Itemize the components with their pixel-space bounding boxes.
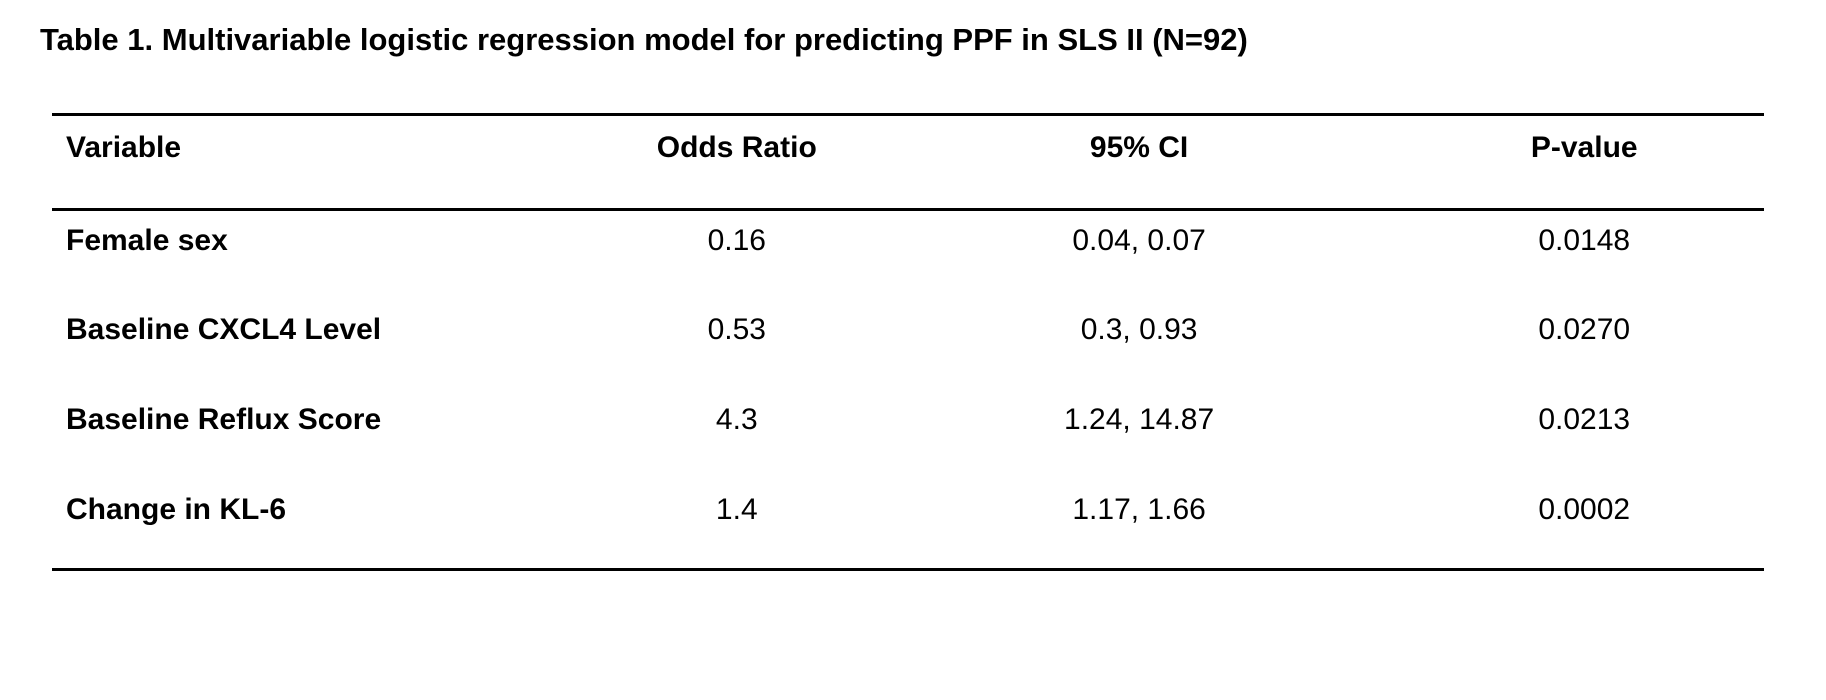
cell-95ci: 1.17, 1.66 xyxy=(873,479,1405,571)
cell-variable: Baseline CXCL4 Level xyxy=(66,312,382,346)
cell-p-value: 0.0213 xyxy=(1538,402,1631,436)
cell-odds-ratio: 4.3 xyxy=(715,402,758,436)
column-header-odds-ratio: Odds Ratio xyxy=(599,113,874,211)
cell-p-value: 0.0270 xyxy=(1538,312,1631,346)
regression-table: Variable Odds Ratio 95% CI P-value Femal… xyxy=(52,113,1764,571)
column-header-95ci: 95% CI xyxy=(873,113,1405,211)
cell-p-value: 0.0148 xyxy=(1538,224,1631,257)
cell-odds-ratio: 1.4 xyxy=(599,479,874,571)
table-caption: Table 1. Multivariable logistic regressi… xyxy=(40,22,1248,57)
cell-95ci: 0.3, 0.93 xyxy=(1080,312,1198,346)
table-row: Baseline Reflux Score 4.3 1.24, 14.87 0.… xyxy=(52,390,1764,480)
cell-odds-ratio: 0.16 xyxy=(707,224,766,257)
cell-95ci: 0.04, 0.07 xyxy=(1072,224,1206,257)
header-row: Variable Odds Ratio 95% CI P-value xyxy=(52,113,1764,211)
cell-p-value: 0.0002 xyxy=(1404,479,1764,571)
cell-variable: Baseline Reflux Score xyxy=(66,402,382,436)
table-row: Change in KL-6 1.4 1.17, 1.66 0.0002 xyxy=(52,479,1764,571)
table-row: Baseline CXCL4 Level 0.53 0.3, 0.93 0.02… xyxy=(52,300,1764,390)
cell-odds-ratio: 0.53 xyxy=(707,312,766,346)
cell-variable: Female sex xyxy=(66,224,228,257)
column-header-variable: Variable xyxy=(52,113,600,211)
column-header-p-value: P-value xyxy=(1404,113,1764,211)
cell-variable: Change in KL-6 xyxy=(52,479,600,571)
table-row: Female sex 0.16 0.04, 0.07 0.0148 xyxy=(52,210,1764,300)
cell-95ci: 1.24, 14.87 xyxy=(1064,402,1215,436)
